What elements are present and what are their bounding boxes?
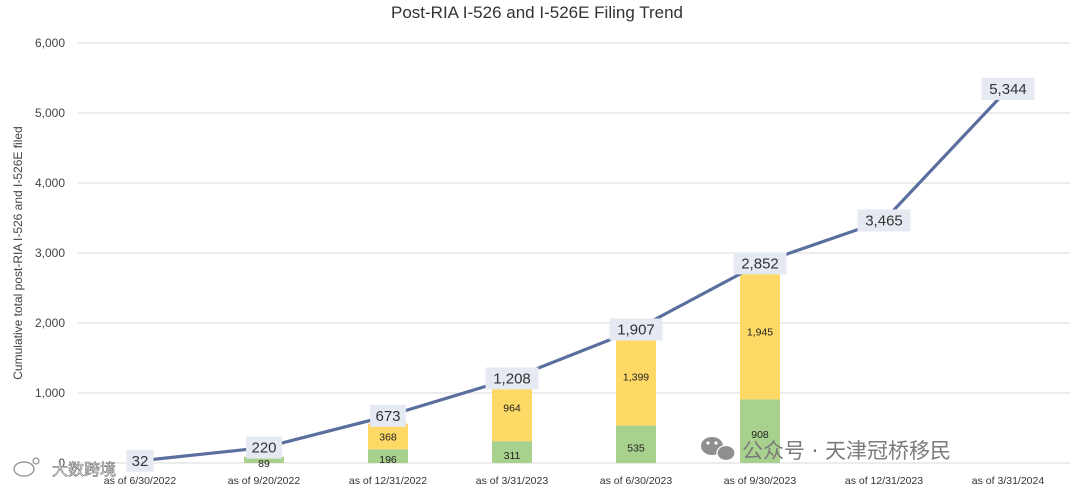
line-label-box bbox=[246, 436, 282, 459]
watermark-right-text: 公众号 · 天津冠桥移民 bbox=[742, 439, 951, 463]
watermark-left: 大数跨境 bbox=[12, 457, 116, 479]
y-tick-label: 0 bbox=[58, 456, 65, 470]
bar-segment bbox=[492, 441, 532, 463]
bar-value-label: 196 bbox=[379, 454, 397, 466]
bar-segment bbox=[368, 449, 408, 463]
bar-value-label: 535 bbox=[627, 442, 645, 454]
wechat-icon bbox=[701, 437, 736, 462]
bar-value-label: 89 bbox=[258, 458, 270, 470]
line-value-label: 220 bbox=[251, 440, 276, 457]
line-value-label: 1,907 bbox=[617, 322, 655, 339]
x-tick-label: as of 9/20/2022 bbox=[228, 475, 301, 487]
bar-segment bbox=[244, 456, 284, 463]
x-tick-label: as of 6/30/2023 bbox=[600, 475, 673, 487]
y-tick-label: 2,000 bbox=[35, 316, 65, 330]
bar-segment bbox=[740, 263, 780, 400]
bar-segment bbox=[616, 425, 656, 463]
y-tick-label: 6,000 bbox=[35, 36, 65, 50]
bar-value-label: 908 bbox=[751, 429, 769, 441]
line-label-box bbox=[857, 209, 911, 232]
watermark-left-text: 大数跨境 bbox=[52, 460, 116, 479]
line-value-label: 32 bbox=[132, 453, 149, 470]
line-value-label: 3,465 bbox=[865, 212, 903, 229]
bars: 89 196 368 311 964 535 1,399 908 1,945 bbox=[244, 263, 780, 470]
y-tick-label: 5,000 bbox=[35, 106, 65, 120]
bar-value-label: 368 bbox=[379, 431, 397, 443]
x-tick-label: as of 12/31/2022 bbox=[349, 475, 427, 487]
y-axis-label: Cumulative total post-RIA I-526 and I-52… bbox=[11, 126, 25, 379]
chart-title: Post-RIA I-526 and I-526E Filing Trend bbox=[391, 3, 683, 22]
line-value-label: 2,852 bbox=[741, 255, 779, 272]
x-tick-labels: as of 6/30/2022 as of 9/20/2022 as of 12/3… bbox=[104, 475, 1045, 487]
x-tick-label: as of 6/30/2022 bbox=[104, 475, 177, 487]
bar-value-label: 1,399 bbox=[623, 372, 649, 384]
weibo-icon bbox=[12, 457, 40, 478]
line-label-box bbox=[981, 77, 1035, 100]
watermark-right: 公众号 · 天津冠桥移民 bbox=[701, 437, 951, 463]
bar-segment bbox=[740, 399, 780, 463]
gridlines bbox=[78, 42, 1070, 464]
line-value-label: 673 bbox=[375, 408, 400, 425]
y-tick-label: 3,000 bbox=[35, 246, 65, 260]
x-tick-label: as of 9/30/2023 bbox=[724, 475, 797, 487]
bar-value-label: 964 bbox=[503, 402, 521, 414]
x-tick-label: as of 3/31/2024 bbox=[972, 475, 1045, 487]
trend-line-path bbox=[139, 87, 1010, 463]
trend-line: 32 220 673 1,208 1,907 2,852 3,465 5,344 bbox=[126, 77, 1035, 472]
line-label-box bbox=[126, 449, 154, 472]
line-label-box bbox=[609, 318, 663, 341]
line-value-label: 1,208 bbox=[493, 370, 531, 387]
bar-segment bbox=[616, 327, 656, 426]
y-tick-label: 4,000 bbox=[35, 176, 65, 190]
line-label-box bbox=[485, 367, 539, 390]
line-label-box bbox=[733, 252, 787, 275]
bar-segment bbox=[368, 423, 408, 450]
line-value-label: 5,344 bbox=[989, 81, 1027, 98]
line-label-box bbox=[370, 404, 406, 427]
bar-value-label: 311 bbox=[504, 450, 521, 462]
y-tick-labels: 0 1,000 2,000 3,000 4,000 5,000 6,000 bbox=[35, 36, 65, 470]
x-tick-label: as of 12/31/2023 bbox=[845, 475, 923, 487]
y-tick-label: 1,000 bbox=[35, 386, 65, 400]
x-tick-label: as of 3/31/2023 bbox=[476, 475, 549, 487]
bar-value-label: 1,945 bbox=[747, 326, 773, 338]
